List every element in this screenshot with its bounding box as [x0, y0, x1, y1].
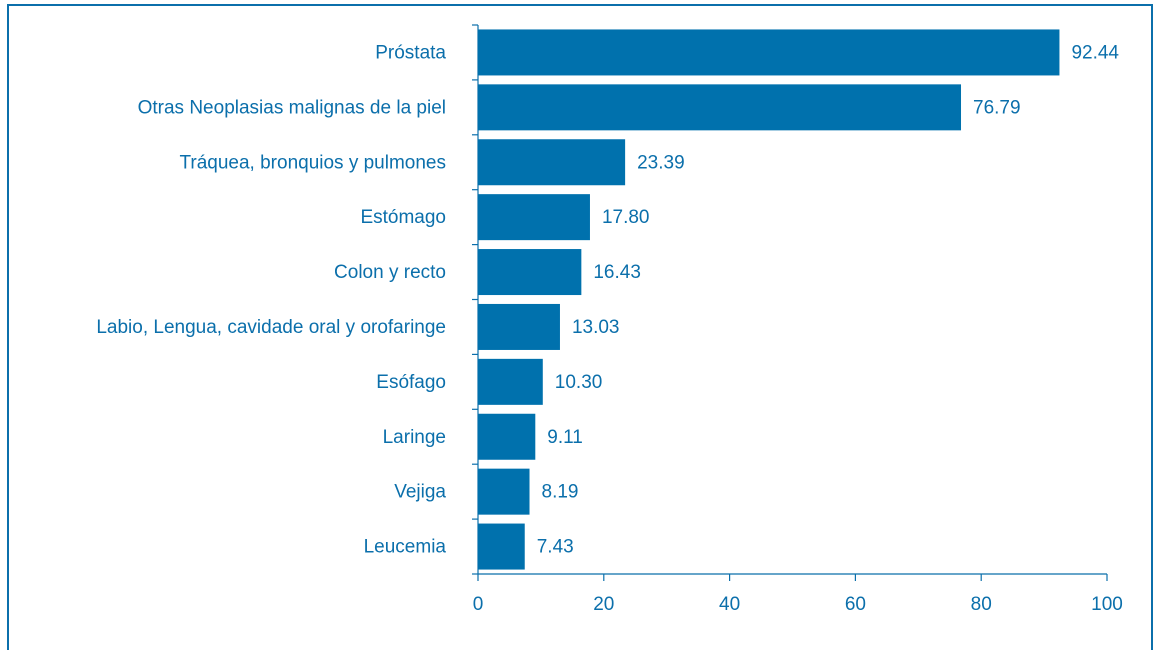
value-label: 16.43 — [593, 262, 641, 283]
value-label: 8.19 — [542, 482, 579, 503]
y-tick-label: Próstata — [375, 42, 446, 63]
bar — [478, 249, 582, 296]
y-tick-label: Vejiga — [394, 482, 446, 503]
bar — [478, 413, 536, 460]
value-label: 76.79 — [973, 97, 1021, 118]
y-tick-label: Tráquea, bronquios y pulmones — [179, 152, 446, 173]
bar — [478, 194, 590, 241]
x-tick-label: 0 — [473, 594, 484, 615]
y-tick-label: Leucemia — [364, 537, 447, 558]
bar — [478, 303, 560, 350]
y-tick-label: Estómago — [360, 207, 446, 228]
y-tick-label: Otras Neoplasias malignas de la piel — [138, 97, 446, 118]
x-tick-label: 80 — [971, 594, 992, 615]
value-label: 7.43 — [537, 537, 574, 558]
value-label: 17.80 — [602, 207, 650, 228]
x-tick-label: 40 — [719, 594, 740, 615]
y-tick-label: Labio, Lengua, cavidade oral y orofaring… — [96, 317, 446, 338]
value-label: 10.30 — [555, 372, 603, 393]
bar — [478, 468, 530, 515]
value-label: 13.03 — [572, 317, 620, 338]
frame — [7, 4, 1153, 650]
y-tick-label: Laringe — [383, 427, 446, 448]
value-label: 9.11 — [547, 427, 583, 448]
x-tick-label: 100 — [1091, 594, 1123, 615]
x-tick-label: 20 — [593, 594, 614, 615]
value-label: 92.44 — [1071, 42, 1119, 63]
y-tick-label: Esófago — [376, 372, 446, 393]
value-label: 23.39 — [637, 152, 685, 173]
bar — [478, 84, 962, 131]
bar — [478, 139, 626, 186]
bar — [478, 29, 1060, 76]
y-tick-label: Colon y recto — [334, 262, 446, 283]
bar — [478, 358, 543, 405]
x-tick-label: 60 — [845, 594, 866, 615]
bar — [478, 523, 525, 570]
